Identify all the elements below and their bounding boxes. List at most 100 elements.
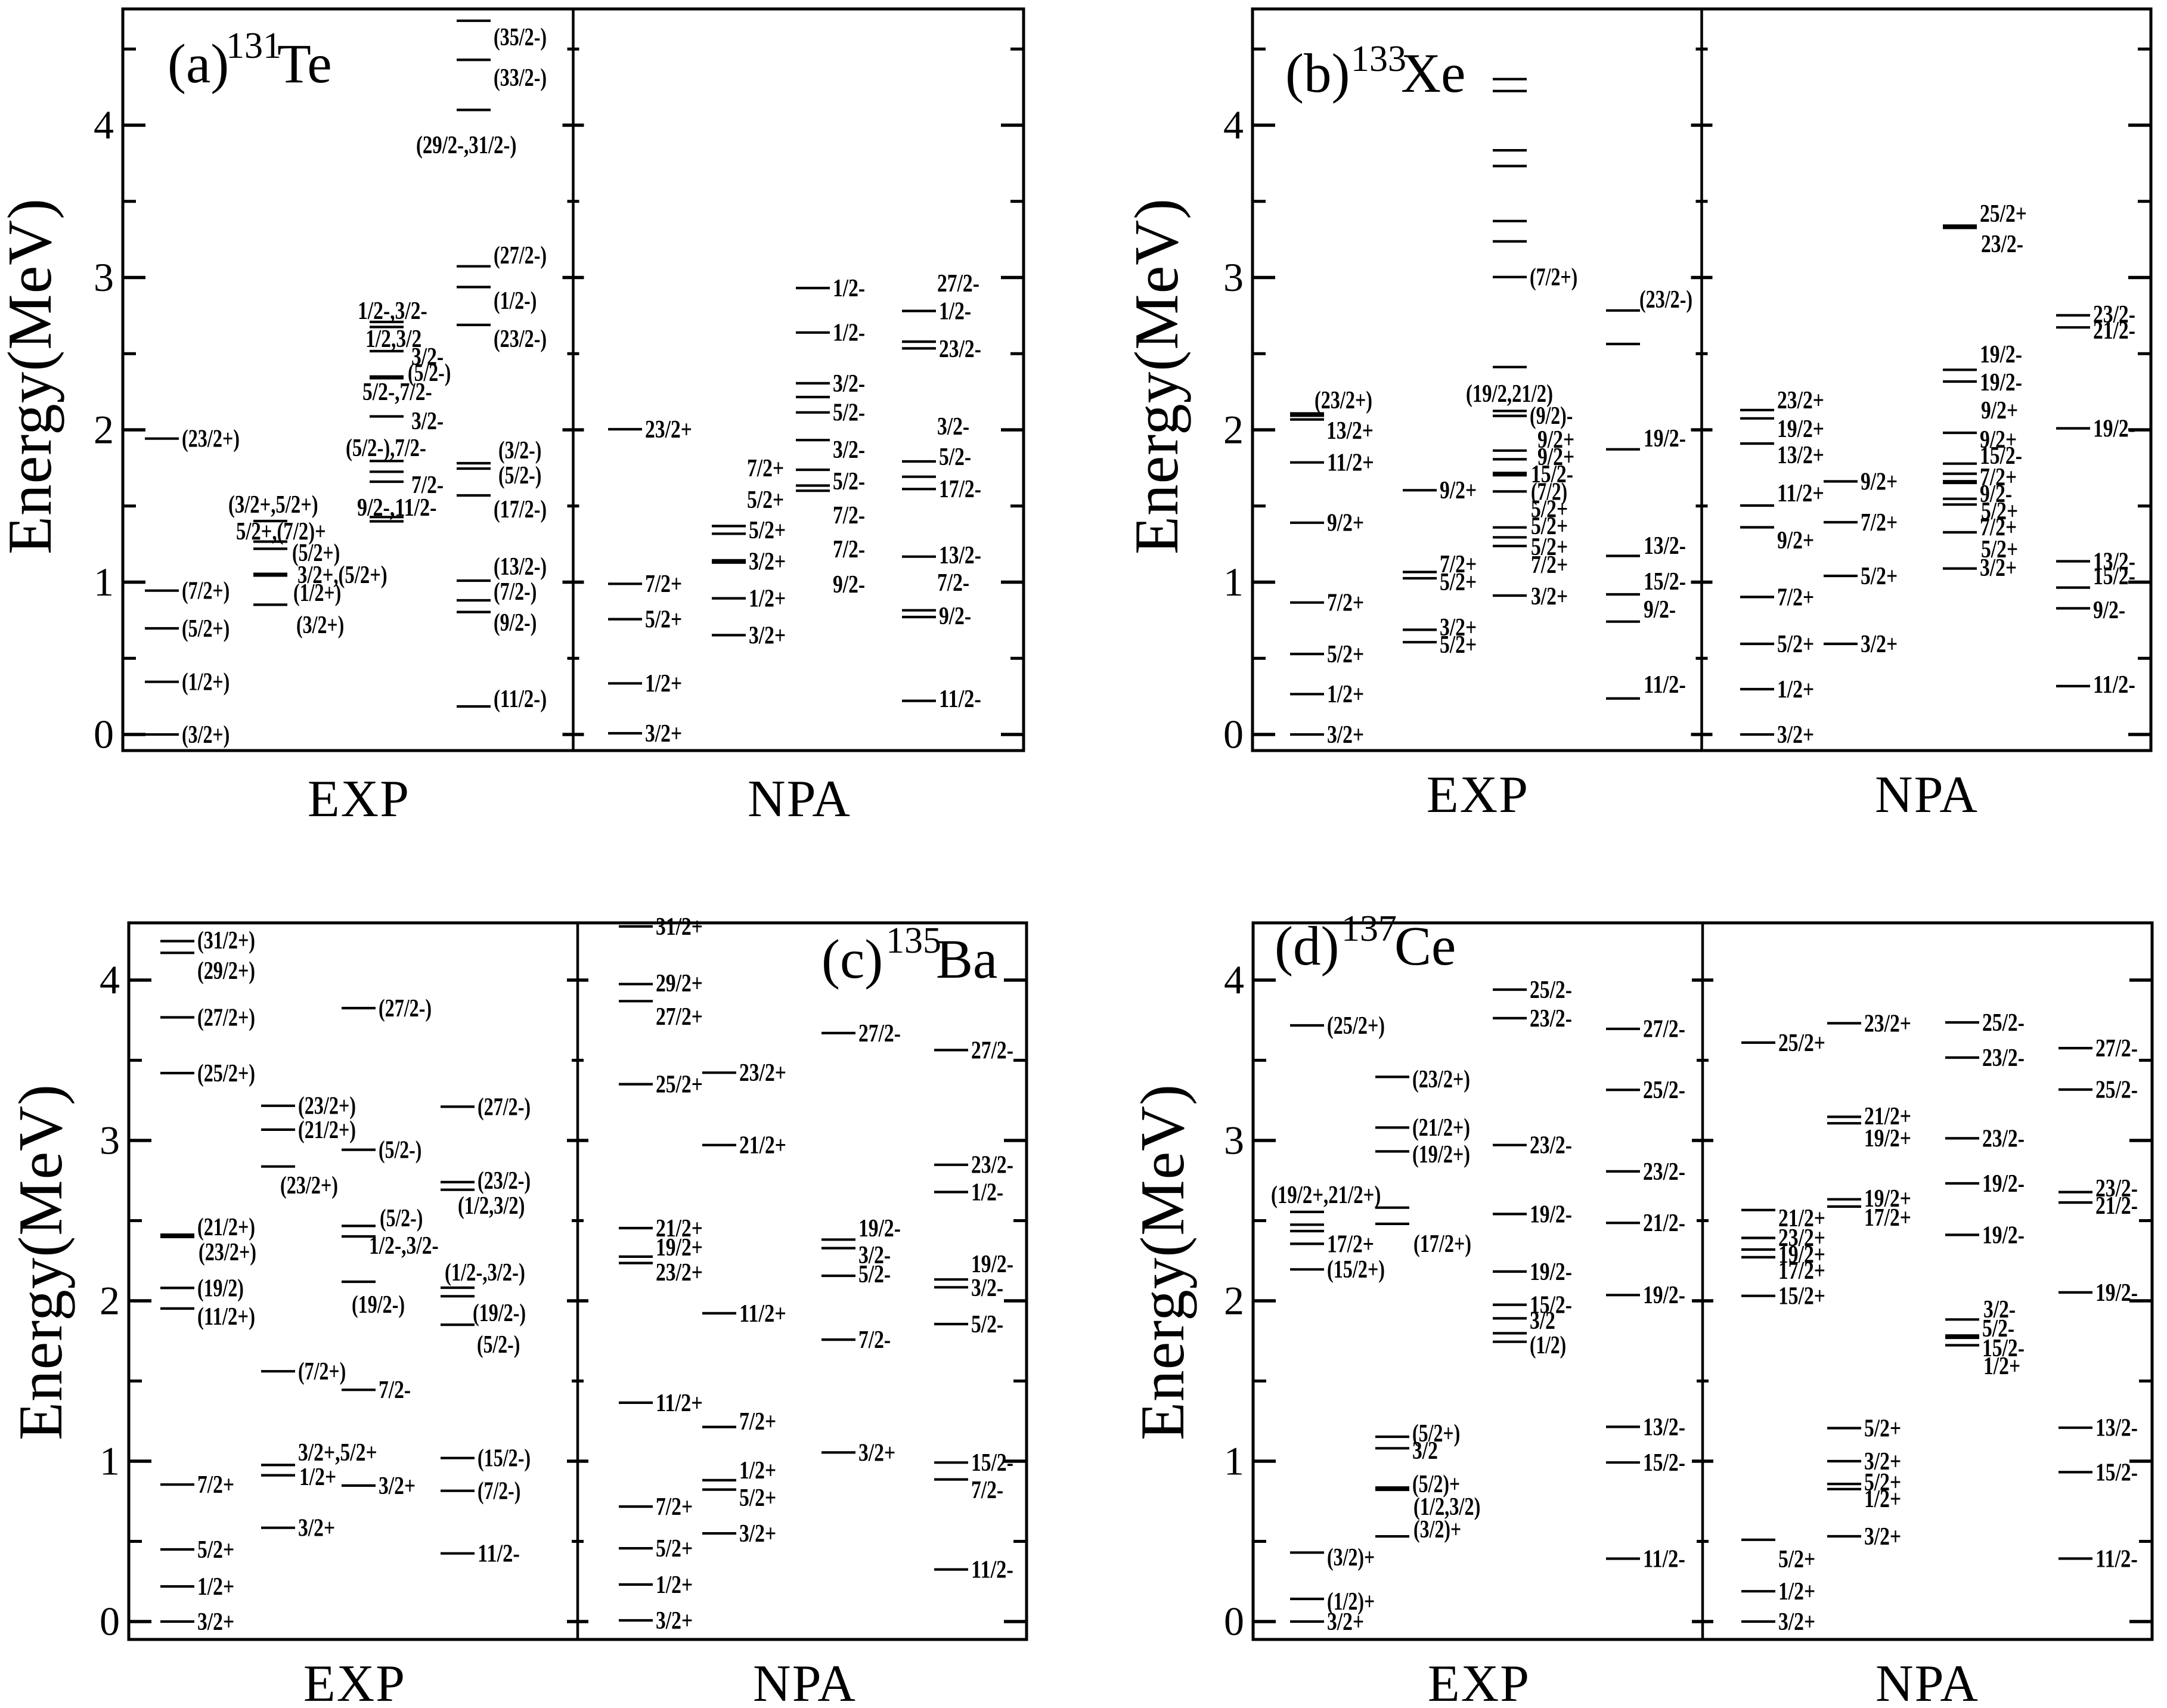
svg-text:5/2+: 5/2+ [1777,631,1814,658]
svg-text:5/2-: 5/2- [858,1261,891,1288]
svg-text:7/2-: 7/2- [971,1477,1003,1504]
svg-text:13/2-: 13/2- [1644,532,1686,560]
svg-text:(7/2-): (7/2-) [494,578,537,606]
svg-text:(31/2+): (31/2+) [197,927,255,954]
svg-text:15/2-: 15/2- [1531,461,1573,488]
svg-text:(21/2+): (21/2+) [298,1117,356,1144]
svg-text:5/2+: 5/2+ [739,1484,776,1512]
svg-text:133: 133 [1351,39,1406,79]
svg-text:(1/2,3/2): (1/2,3/2) [458,1192,525,1220]
svg-text:21/2+: 21/2+ [1864,1103,1911,1130]
svg-text:5/2-: 5/2- [1982,1315,2014,1343]
svg-text:15/2-: 15/2- [1530,1292,1572,1319]
svg-text:19/2-: 19/2- [2093,415,2135,442]
svg-text:23/2-: 23/2- [1981,231,2023,258]
svg-text:(21/2+): (21/2+) [197,1214,255,1241]
svg-text:(13/2-): (13/2-) [494,553,547,581]
svg-text:3/2+: 3/2+ [739,1520,776,1548]
svg-text:7/2-: 7/2- [858,1326,891,1354]
svg-text:21/2-: 21/2- [2095,1192,2138,1220]
svg-text:11/2-: 11/2- [1643,1545,1685,1573]
svg-text:(5/2-): (5/2-) [498,462,541,489]
svg-text:1/2+: 1/2+ [1864,1486,1901,1513]
svg-text:3/2+: 3/2+ [858,1439,895,1467]
svg-text:29/2+: 29/2+ [656,970,703,997]
svg-text:(5/2+): (5/2+) [1412,1420,1460,1447]
svg-text:7/2+: 7/2+ [197,1471,234,1499]
svg-text:5/2+,(7/2)+: 5/2+,(7/2)+ [236,518,326,545]
svg-text:(23/2-): (23/2-) [494,326,547,353]
svg-text:9/2+: 9/2+ [1537,444,1574,471]
svg-text:(29/2-,31/2-): (29/2-,31/2-) [416,132,516,159]
svg-text:11/2+: 11/2+ [739,1300,786,1328]
svg-text:11/2+: 11/2+ [1777,480,1824,507]
svg-text:3/2+: 3/2+ [1861,631,1898,658]
svg-text:23/2-: 23/2- [1530,1132,1572,1160]
svg-text:15/2-: 15/2- [1982,1335,2025,1362]
svg-text:4: 4 [1223,103,1244,148]
svg-text:1/2-: 1/2- [833,275,865,302]
svg-text:19/2+: 19/2+ [1778,1241,1825,1269]
svg-text:(19/2-): (19/2-) [352,1291,405,1319]
svg-text:9/2+: 9/2+ [1327,510,1364,537]
svg-text:(19/2+): (19/2+) [1412,1141,1470,1168]
svg-text:3/2: 3/2 [1412,1437,1438,1465]
svg-text:7/2+: 7/2+ [739,1408,776,1436]
svg-text:1/2,3/2: 1/2,3/2 [365,326,421,353]
svg-text:(3/2+): (3/2+) [296,612,344,639]
svg-text:3/2+: 3/2+ [645,720,682,748]
svg-text:11/2-: 11/2- [478,1540,520,1568]
svg-text:(7/2+): (7/2+) [1530,264,1577,292]
svg-text:137: 137 [1341,909,1397,949]
svg-text:(17/2-): (17/2-) [494,496,547,523]
svg-text:13/2-: 13/2- [2093,548,2135,575]
svg-text:(b): (b) [1285,43,1350,104]
svg-text:13/2-: 13/2- [2095,1415,2138,1442]
svg-text:(23/2+): (23/2+) [199,1239,256,1266]
svg-text:9/2-: 9/2- [939,603,971,630]
svg-text:11/2-: 11/2- [939,686,981,713]
svg-text:135: 135 [886,920,941,961]
svg-text:0: 0 [94,712,114,757]
svg-text:17/2+: 17/2+ [1327,1230,1374,1258]
svg-text:5/2+: 5/2+ [1531,495,1568,523]
svg-text:1/2+: 1/2+ [299,1464,336,1491]
svg-text:Energy(MeV): Energy(MeV) [5,1084,75,1440]
svg-text:5/2+: 5/2+ [1861,563,1898,590]
svg-text:21/2+: 21/2+ [656,1215,703,1242]
svg-text:7/2+: 7/2+ [1980,514,2017,541]
svg-text:7/2-: 7/2- [411,472,444,499]
svg-text:1/2+: 1/2+ [656,1571,693,1599]
svg-text:(5/2+): (5/2+) [182,615,230,643]
svg-text:1/2+: 1/2+ [739,1457,776,1484]
svg-text:3/2+: 3/2+ [1327,1608,1364,1636]
svg-text:(27/2-): (27/2-) [494,242,547,269]
svg-text:9/2-: 9/2- [1644,596,1676,624]
svg-text:3/2+: 3/2+ [1778,1608,1815,1636]
svg-text:(7/2+): (7/2+) [298,1358,346,1385]
svg-text:19/2-: 19/2- [1644,425,1686,452]
svg-text:23/2+: 23/2+ [739,1059,786,1087]
svg-text:3/2+: 3/2+ [1777,721,1814,749]
svg-text:27/2-: 27/2- [858,1020,901,1047]
svg-text:(3/2-): (3/2-) [498,437,541,464]
svg-text:(9/2-): (9/2-) [494,609,537,637]
svg-text:3/2+: 3/2+ [749,622,786,649]
svg-text:25/2-: 25/2- [1530,977,1572,1004]
svg-text:7/2-: 7/2- [379,1377,411,1404]
svg-text:11/2+: 11/2+ [1327,450,1374,477]
svg-text:3/2+: 3/2+ [379,1473,416,1500]
svg-text:17/2+: 17/2+ [1778,1257,1825,1285]
svg-text:(1/2)+: (1/2)+ [1327,1588,1375,1616]
svg-text:(5/2-): (5/2-) [379,1137,421,1164]
svg-text:3/2+: 3/2+ [1864,1448,1901,1475]
svg-text:5/2+: 5/2+ [645,606,682,634]
svg-text:(5/2-): (5/2-) [408,359,451,387]
svg-text:19/2-: 19/2- [858,1215,901,1242]
svg-text:7/2+: 7/2+ [1440,551,1477,578]
svg-text:(3/2)+: (3/2)+ [1413,1516,1461,1543]
svg-text:1/2+: 1/2+ [1778,1578,1815,1605]
svg-text:(33/2-): (33/2-) [494,64,547,92]
svg-text:NPA: NPA [1875,1655,1979,1708]
svg-text:7/2+: 7/2+ [1327,590,1364,617]
